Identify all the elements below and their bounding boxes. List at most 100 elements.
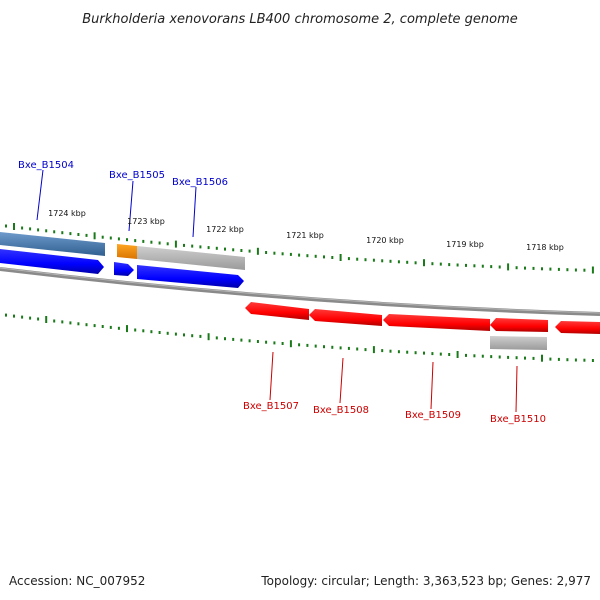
cds-arrow-partial[interactable] [555, 321, 600, 334]
minor-tick [498, 265, 501, 269]
minor-tick [583, 268, 586, 272]
minor-tick [356, 347, 359, 351]
cds-arrow-bxe-b1505[interactable] [114, 262, 134, 276]
connector-bxe-b1508 [339, 357, 344, 404]
minor-tick [191, 244, 194, 248]
minor-tick [314, 344, 317, 348]
major-tick [339, 254, 342, 261]
backbone-line [0, 267, 600, 316]
major-tick [126, 325, 128, 333]
minor-tick [150, 240, 153, 244]
minor-tick [134, 328, 137, 332]
minor-tick [314, 254, 317, 258]
minor-tick [532, 266, 535, 270]
gene-label-bxe-b1504[interactable]: Bxe_B1504 [18, 160, 74, 171]
minor-tick [224, 247, 226, 251]
minor-tick [232, 248, 235, 252]
minor-tick [473, 354, 476, 358]
minor-tick [166, 242, 169, 246]
minor-tick [37, 228, 40, 232]
connector-bxe-b1507 [269, 351, 274, 401]
tick-label-1719: 1719 kbp [446, 240, 484, 249]
gene-label-bxe-b1508[interactable]: Bxe_B1508 [313, 405, 369, 416]
connector-bxe-b1504 [36, 169, 44, 221]
minor-tick [574, 268, 577, 272]
gene-label-bxe-b1509[interactable]: Bxe_B1509 [405, 410, 461, 421]
minor-tick [549, 267, 552, 271]
gene-label-bxe-b1510[interactable]: Bxe_B1510 [490, 414, 546, 425]
gene-label-bxe-b1505[interactable]: Bxe_B1505 [109, 170, 165, 181]
major-tick [174, 240, 177, 248]
minor-tick [289, 252, 292, 256]
minor-tick [77, 322, 80, 326]
major-tick [456, 351, 459, 358]
minor-tick [473, 264, 476, 268]
rna-gene-bar-bxe-b1505[interactable] [117, 244, 137, 259]
accession-text: Accession: NC_007952 [9, 574, 146, 588]
cds-arrow-bxe-b1508[interactable] [309, 309, 382, 326]
minor-tick [61, 231, 64, 235]
minor-tick [381, 259, 384, 263]
major-tick [289, 340, 292, 348]
minor-tick [5, 224, 7, 228]
gene-bar-bxe-b1506[interactable] [137, 246, 245, 270]
minor-tick [37, 317, 40, 321]
minor-tick [574, 358, 577, 362]
genome-stats-text: Topology: circular; Length: 3,363,523 bp… [261, 574, 591, 588]
minor-tick [439, 352, 442, 356]
minor-tick [524, 266, 526, 270]
minor-tick [21, 226, 24, 230]
gene-bar-bxe-b1510[interactable] [490, 336, 547, 350]
minor-tick [101, 235, 104, 239]
minor-tick [69, 232, 72, 236]
minor-tick [306, 254, 309, 258]
major-tick [93, 232, 96, 240]
tick-label-1723: 1723 kbp [127, 217, 165, 226]
minor-tick [93, 324, 96, 328]
connector-bxe-b1509 [430, 361, 434, 410]
minor-tick [117, 326, 120, 330]
minor-tick [323, 345, 325, 349]
minor-tick [490, 265, 493, 269]
minor-tick [101, 325, 104, 328]
major-tick [372, 346, 375, 354]
cds-arrow-bxe-b1504[interactable] [0, 249, 104, 274]
minor-tick [183, 333, 185, 337]
minor-tick [347, 346, 350, 350]
minor-tick [191, 334, 194, 338]
cds-arrow-bxe-b1507[interactable] [245, 302, 309, 320]
major-tick [507, 263, 510, 271]
gene-bar-bxe-b1504[interactable] [0, 232, 105, 256]
major-tick [423, 259, 425, 267]
cds-arrow-bxe-b1509[interactable] [383, 314, 490, 331]
cds-arrow-bxe-b1510[interactable] [490, 318, 548, 332]
minor-tick [591, 359, 594, 362]
minor-tick [45, 229, 48, 233]
gene-label-bxe-b1506[interactable]: Bxe_B1506 [172, 177, 228, 188]
major-tick [45, 316, 48, 323]
cds-arrow-bxe-b1506[interactable] [137, 265, 244, 288]
minor-tick [207, 246, 210, 250]
minor-tick [199, 245, 202, 249]
major-tick [256, 247, 259, 255]
major-tick [541, 354, 543, 362]
minor-tick [158, 241, 161, 245]
minor-tick [53, 230, 56, 234]
minor-tick [515, 356, 518, 360]
tick-label-1720: 1720 kbp [366, 236, 404, 245]
minor-tick [431, 262, 434, 266]
minor-tick [53, 319, 56, 323]
minor-tick [481, 264, 484, 268]
minor-tick [507, 355, 510, 359]
minor-tick [356, 257, 359, 261]
minor-tick [456, 263, 459, 267]
minor-tick [199, 334, 202, 338]
connector-bxe-b1506 [192, 186, 197, 238]
minor-tick [465, 263, 467, 267]
minor-tick [224, 337, 226, 341]
gene-label-bxe-b1507[interactable]: Bxe_B1507 [243, 401, 299, 412]
minor-tick [323, 255, 325, 259]
minor-tick [117, 237, 120, 241]
major-tick [591, 266, 594, 274]
minor-tick [77, 233, 80, 236]
